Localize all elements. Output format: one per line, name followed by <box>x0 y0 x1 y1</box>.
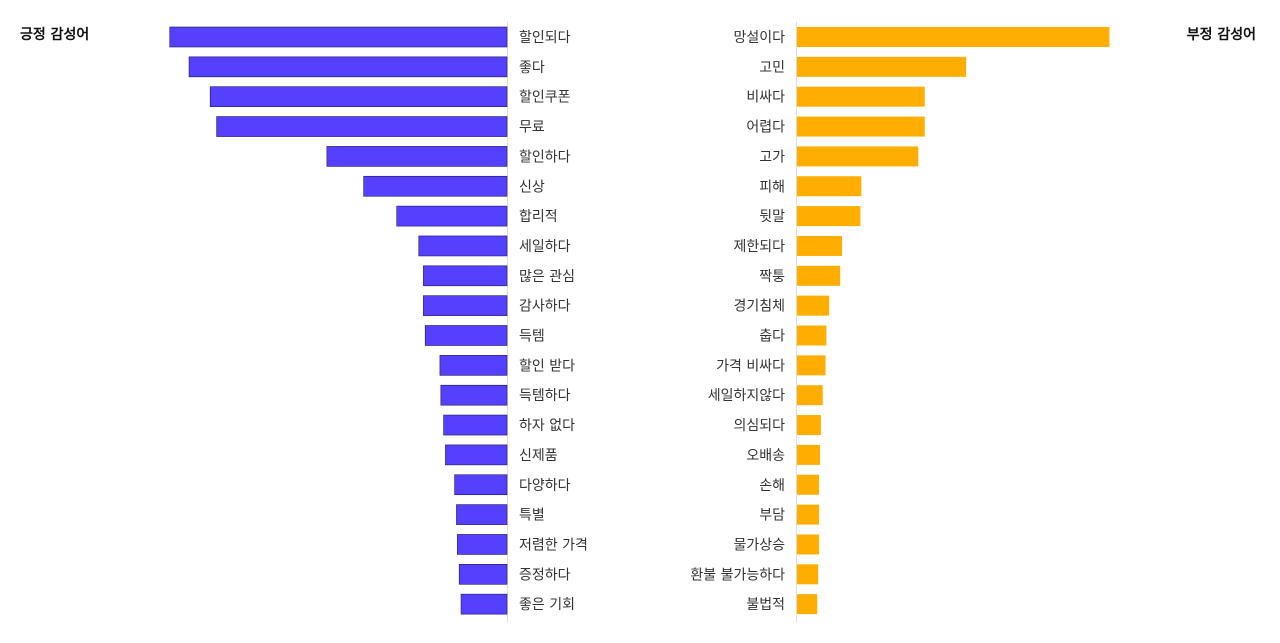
negative-category-label: 환불 불가능하다 <box>690 567 785 583</box>
negative-category-label: 어렵다 <box>746 120 785 136</box>
negative-bar <box>797 86 925 107</box>
positive-category-label: 많은 관심 <box>519 269 575 285</box>
positive-category-label: 감사하다 <box>519 299 571 315</box>
negative-bar <box>797 385 823 406</box>
negative-category-label: 물가상승 <box>733 537 785 553</box>
negative-bar <box>797 534 820 555</box>
positive-category-label: 신제품 <box>519 448 558 464</box>
positive-category-label: 합리적 <box>519 209 558 225</box>
negative-category-label: 고민 <box>759 60 785 76</box>
positive-bar <box>424 325 508 346</box>
positive-bar <box>216 116 508 137</box>
positive-category-label: 신상 <box>519 179 545 195</box>
positive-bar <box>458 563 508 585</box>
negative-category-label: 의심되다 <box>733 418 785 434</box>
negative-category-label: 고가 <box>759 149 785 165</box>
positive-category-label: 저렴한 가격 <box>519 537 588 553</box>
negative-bar <box>797 235 843 256</box>
positive-category-label: 세일하다 <box>519 239 571 255</box>
positive-bar <box>423 265 508 287</box>
positive-bar <box>440 384 508 406</box>
positive-category-label: 득템하다 <box>519 388 571 404</box>
positive-bar <box>457 534 508 555</box>
negative-category-label: 제한되다 <box>733 239 785 255</box>
negative-bar <box>797 474 820 495</box>
negative-bar <box>797 594 818 615</box>
positive-category-label: 특별 <box>519 508 545 524</box>
positive-category-label: 하자 없다 <box>519 418 575 434</box>
positive-bar <box>396 205 508 227</box>
negative-bar <box>797 146 919 167</box>
negative-bar <box>797 176 862 197</box>
positive-bar <box>423 295 508 316</box>
negative-bar <box>797 564 819 585</box>
positive-category-label: 할인되다 <box>519 30 571 46</box>
negative-bar <box>797 444 820 465</box>
negative-panel-title: 부정 감성어 <box>1187 26 1256 43</box>
negative-bar <box>797 27 1110 47</box>
negative-bar <box>797 116 925 137</box>
positive-bar <box>188 56 508 78</box>
negative-category-label: 부담 <box>759 508 785 524</box>
positive-bar <box>443 414 508 436</box>
negative-category-label: 비싸다 <box>746 90 785 106</box>
positive-category-label: 증정하다 <box>519 567 571 583</box>
negative-category-label: 짝퉁 <box>759 269 785 285</box>
negative-category-label: 망설이다 <box>733 30 785 46</box>
positive-bar <box>209 86 508 107</box>
positive-category-label: 좋다 <box>519 60 545 76</box>
positive-bar <box>460 593 508 615</box>
positive-category-label: 할인하다 <box>519 149 571 165</box>
positive-category-label: 할인 받다 <box>519 358 575 374</box>
positive-bar <box>454 474 508 496</box>
negative-bar <box>797 504 820 525</box>
negative-category-label: 손해 <box>759 478 785 494</box>
positive-bar <box>326 146 508 167</box>
positive-category-label: 좋은 기회 <box>519 597 575 613</box>
negative-bar <box>797 206 861 227</box>
negative-bar <box>797 265 841 286</box>
negative-category-label: 뒷말 <box>759 209 785 225</box>
positive-category-label: 무료 <box>519 120 545 136</box>
positive-bar <box>439 355 508 376</box>
positive-category-label: 다양하다 <box>519 478 571 494</box>
negative-category-label: 경기침체 <box>733 299 785 315</box>
negative-bar <box>797 325 827 346</box>
negative-category-label: 피해 <box>759 179 785 195</box>
negative-bar <box>797 56 967 77</box>
positive-category-label: 득템 <box>519 329 545 345</box>
positive-bar <box>169 26 508 48</box>
negative-category-label: 오배송 <box>746 448 785 464</box>
negative-bar <box>797 355 826 376</box>
negative-bar <box>797 415 821 436</box>
positive-bar <box>363 175 508 197</box>
negative-category-label: 세일하지않다 <box>708 388 785 404</box>
negative-category-label: 춥다 <box>759 329 785 345</box>
positive-bar <box>445 444 508 466</box>
positive-bar <box>418 235 508 257</box>
negative-category-label: 가격 비싸다 <box>716 358 785 374</box>
positive-panel-title: 긍정 감성어 <box>20 26 89 43</box>
negative-category-label: 불법적 <box>746 597 785 613</box>
positive-bar <box>456 504 508 525</box>
negative-bar <box>797 295 830 316</box>
positive-category-label: 할인쿠폰 <box>519 90 571 106</box>
